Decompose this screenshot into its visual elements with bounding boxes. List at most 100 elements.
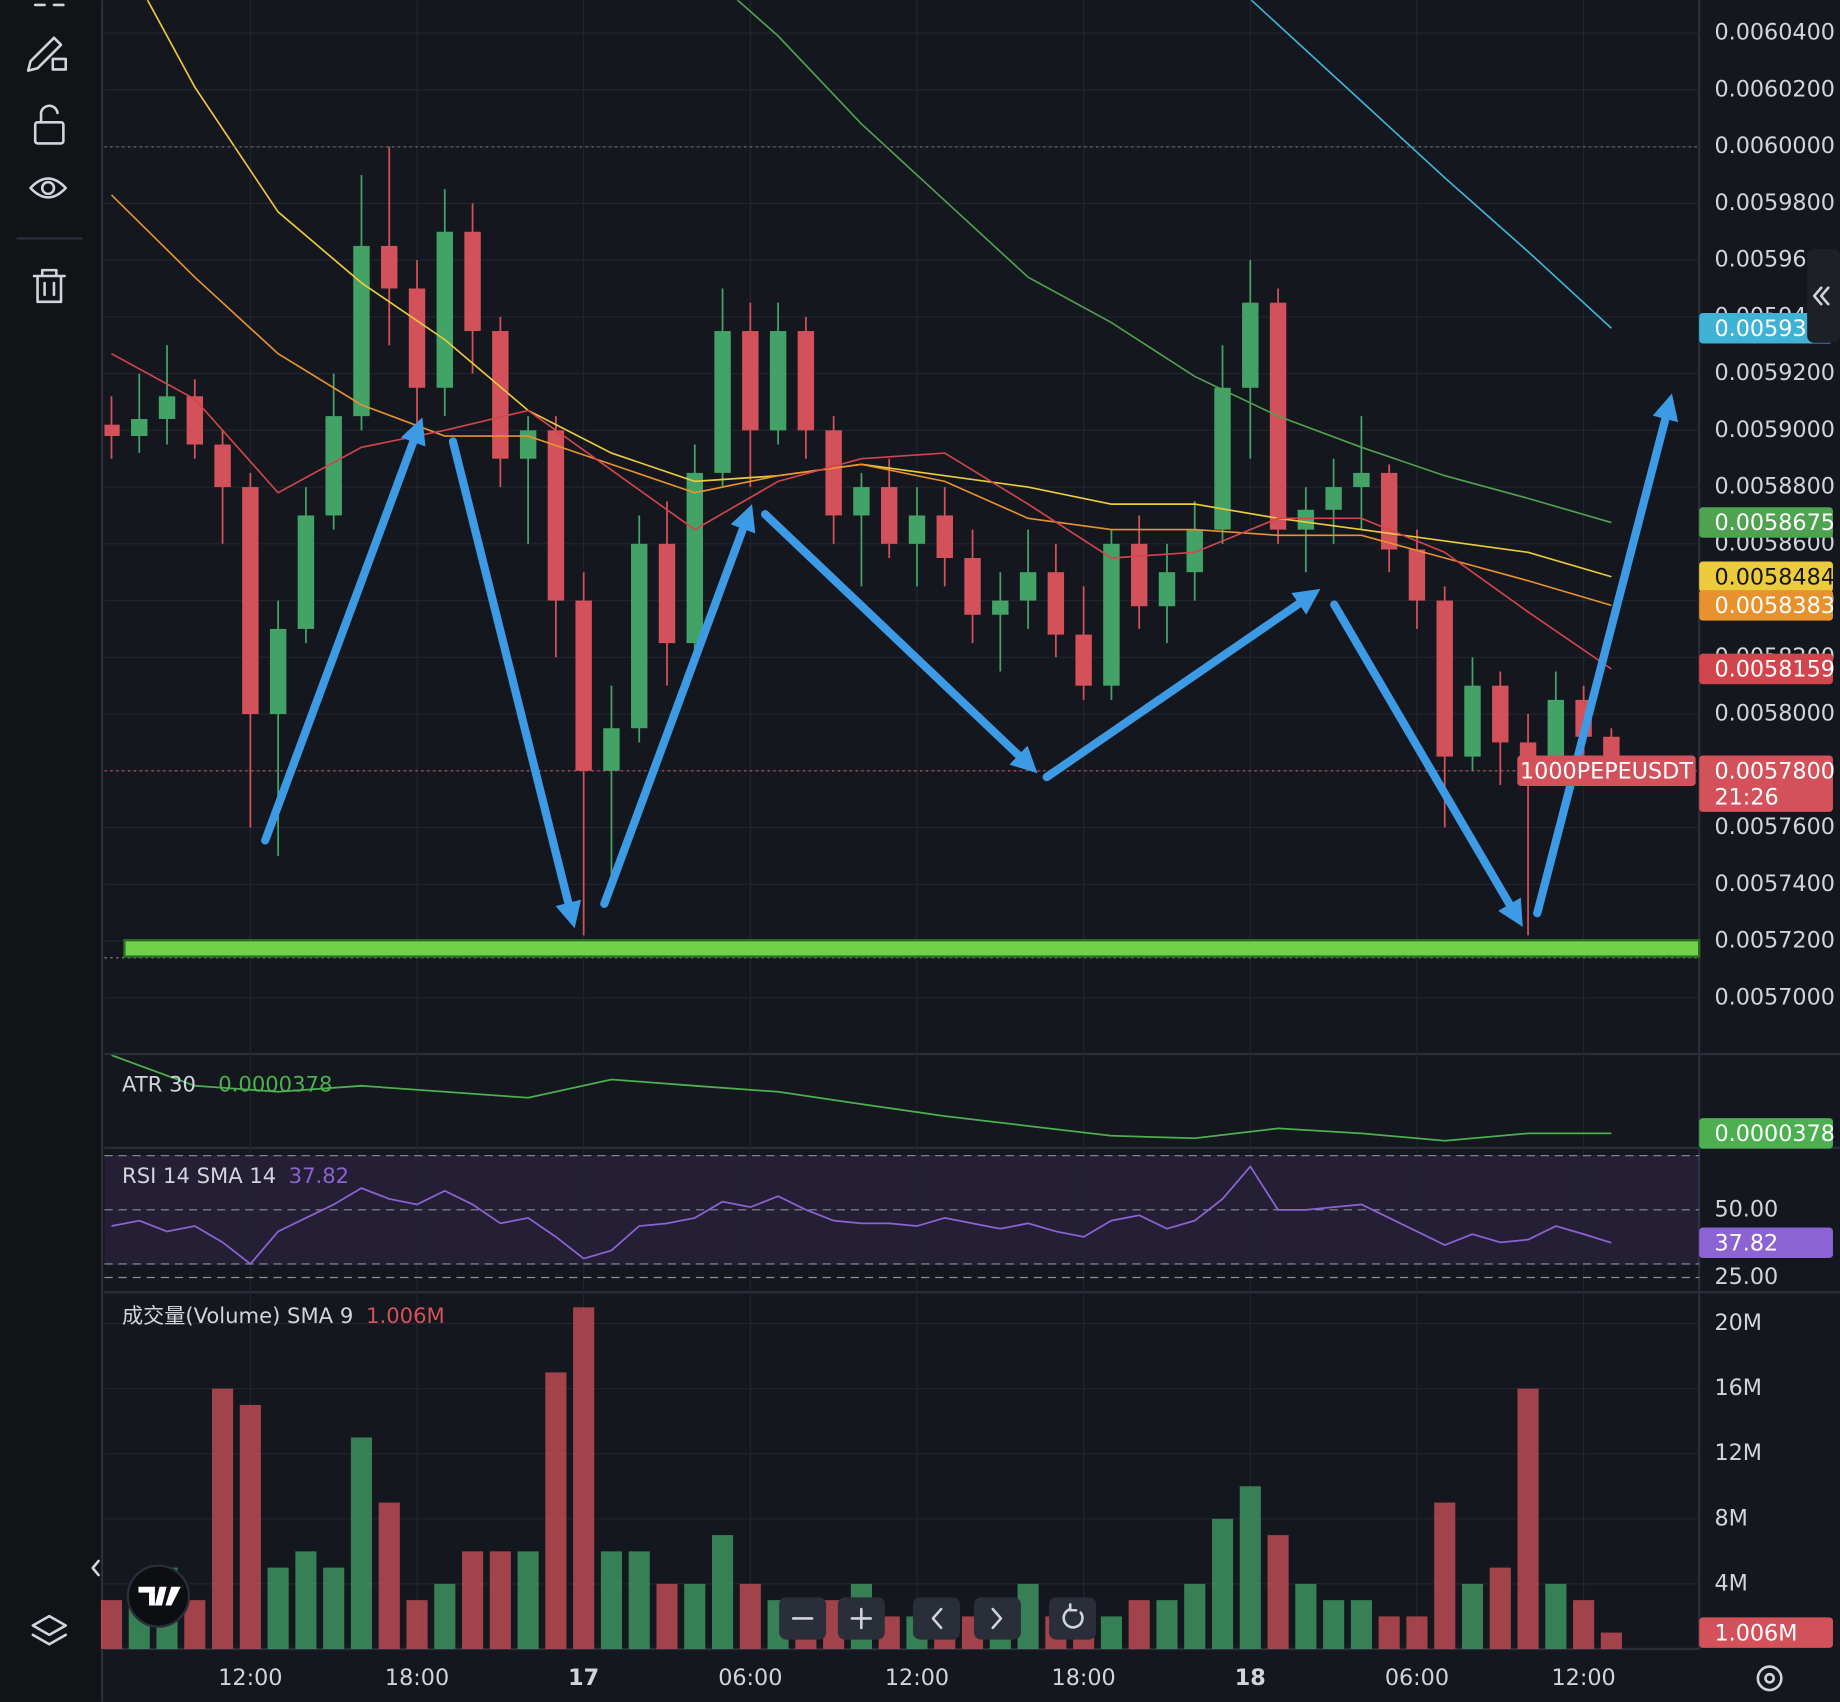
volume-bar bbox=[1461, 1583, 1484, 1649]
x-tick-label: 17 bbox=[568, 1665, 599, 1691]
candle-body bbox=[797, 331, 815, 431]
volume-bar bbox=[295, 1551, 317, 1649]
volume-bar bbox=[100, 1600, 123, 1649]
y-tick-label: 16M bbox=[1714, 1375, 1762, 1401]
candle-body bbox=[492, 331, 509, 459]
price-tag-label: 0.0000378 bbox=[1714, 1121, 1835, 1147]
candle-body bbox=[519, 430, 537, 459]
last-price-label: 0.0057800 bbox=[1714, 758, 1835, 784]
support-line[interactable] bbox=[123, 939, 1701, 958]
reset-button[interactable] bbox=[1049, 1597, 1097, 1640]
volume-bar bbox=[323, 1567, 345, 1649]
atr-value: 0.0000378 bbox=[218, 1072, 332, 1097]
y-tick-label: 0.0060400 bbox=[1714, 20, 1835, 46]
candle-body bbox=[714, 331, 731, 473]
y-tick-label: 0.0058000 bbox=[1714, 701, 1835, 727]
price-tag bbox=[1699, 561, 1833, 592]
moving-average bbox=[736, 0, 1612, 524]
candle-body bbox=[381, 245, 398, 289]
candle-body bbox=[658, 543, 676, 644]
candle-body bbox=[603, 728, 620, 771]
candle-body bbox=[464, 231, 481, 332]
collapse-toolbar[interactable] bbox=[91, 1559, 100, 1577]
candle-body bbox=[547, 430, 565, 601]
volume-bar bbox=[212, 1388, 234, 1649]
candle-body bbox=[1519, 742, 1537, 757]
candle-body bbox=[214, 444, 231, 488]
volume-bar bbox=[1017, 1583, 1039, 1649]
volume-bar bbox=[1517, 1388, 1539, 1649]
volume-bar bbox=[378, 1502, 400, 1649]
volume-bar bbox=[656, 1583, 678, 1649]
pencil-lock-tool[interactable] bbox=[26, 36, 68, 72]
pattern-arrows[interactable] bbox=[261, 393, 1679, 929]
panel-toggle[interactable] bbox=[1807, 249, 1840, 343]
volume-bar bbox=[239, 1404, 261, 1649]
candle-body bbox=[131, 418, 148, 437]
delete-tool[interactable] bbox=[32, 268, 66, 304]
zoom-in-button[interactable] bbox=[837, 1597, 885, 1640]
y-tick-label: 50.00 bbox=[1714, 1196, 1778, 1222]
scroll-left-button[interactable] bbox=[912, 1597, 960, 1640]
y-tick-label: 0.0060000 bbox=[1714, 133, 1835, 159]
visibility-tool[interactable] bbox=[29, 177, 68, 199]
panel-toggle-icon[interactable] bbox=[1812, 286, 1830, 306]
y-tick-label: 4M bbox=[1714, 1570, 1747, 1596]
layers-tool[interactable] bbox=[31, 1614, 68, 1646]
zoom-out-button[interactable] bbox=[779, 1597, 827, 1640]
y-tick-label: 0.0058800 bbox=[1714, 474, 1835, 500]
y-tick-label: 8M bbox=[1714, 1505, 1747, 1531]
rsi-value: 37.82 bbox=[289, 1163, 349, 1188]
candle-body bbox=[242, 487, 259, 715]
settings-button[interactable] bbox=[1756, 1665, 1783, 1692]
price-tag bbox=[1699, 1227, 1833, 1259]
indicator-line bbox=[111, 1055, 1612, 1142]
candle-body bbox=[1214, 387, 1231, 530]
y-tick-label: 0.0059800 bbox=[1714, 190, 1835, 216]
volume-tag-label: 1.006M bbox=[1714, 1620, 1797, 1646]
candle-body bbox=[1019, 572, 1037, 601]
volume-bar bbox=[1406, 1616, 1428, 1649]
volume-bar bbox=[517, 1551, 539, 1649]
volume-bar bbox=[1211, 1518, 1234, 1649]
x-tick-label: 12:00 bbox=[885, 1665, 949, 1691]
volume-value: 1.006M bbox=[366, 1303, 445, 1328]
price-tag-label: 0.005936 bbox=[1714, 316, 1820, 342]
price-tag bbox=[1699, 590, 1833, 621]
candle-body bbox=[1492, 685, 1509, 743]
price-tag bbox=[1699, 507, 1833, 538]
candle-body bbox=[936, 515, 953, 559]
candle-body bbox=[1464, 685, 1481, 757]
candle-body bbox=[1242, 302, 1259, 388]
y-tick-label: 0.0057600 bbox=[1714, 814, 1835, 840]
volume-bar bbox=[1128, 1600, 1150, 1649]
volume-title: 成交量(Volume) SMA 9 bbox=[122, 1303, 353, 1328]
lock-tool[interactable] bbox=[33, 104, 65, 145]
volume-bar bbox=[1100, 1616, 1122, 1649]
y-tick-label: 0.0060200 bbox=[1714, 76, 1835, 102]
volume-bar bbox=[1323, 1600, 1345, 1649]
candle-body bbox=[686, 472, 703, 644]
candle-body bbox=[269, 628, 287, 715]
volume-bar bbox=[1545, 1583, 1567, 1649]
candle-body bbox=[1158, 572, 1176, 607]
volume-bar bbox=[434, 1583, 456, 1649]
y-tick-label: 12M bbox=[1714, 1440, 1762, 1466]
symbol-label: 1000PEPEUSDT bbox=[1520, 758, 1693, 784]
volume-bar bbox=[1489, 1567, 1511, 1649]
candle-body bbox=[1408, 549, 1426, 601]
price-tag bbox=[1699, 312, 1833, 344]
symbol-tag bbox=[1517, 755, 1696, 787]
x-tick-label: 06:00 bbox=[718, 1665, 782, 1691]
scroll-right-button[interactable] bbox=[973, 1597, 1021, 1640]
candle-body bbox=[408, 288, 426, 388]
volume-bar bbox=[1267, 1535, 1289, 1649]
candle-body bbox=[1103, 543, 1120, 686]
grid: 12:00 18:00 17 06:00 12:00 18:00 18 06:00 12:00 0… bbox=[104, 0, 1835, 1691]
candle-body bbox=[158, 396, 176, 419]
logo[interactable] bbox=[126, 1564, 191, 1628]
volume-bar bbox=[684, 1583, 706, 1649]
volume-bar bbox=[1434, 1502, 1456, 1649]
